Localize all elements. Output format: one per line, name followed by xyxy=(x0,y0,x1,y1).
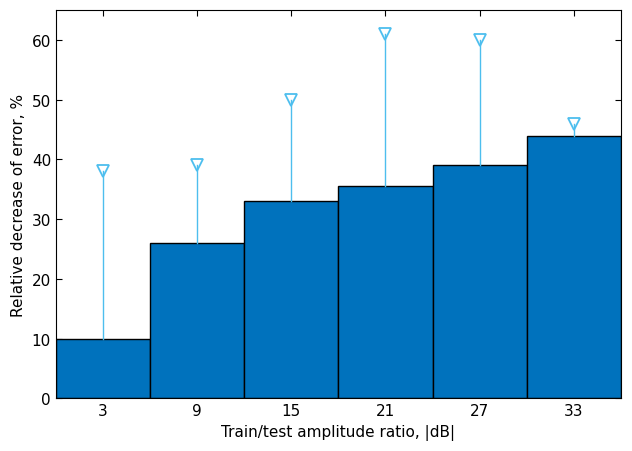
Bar xyxy=(526,136,621,399)
Bar xyxy=(150,244,244,399)
X-axis label: Train/test amplitude ratio, |dB|: Train/test amplitude ratio, |dB| xyxy=(221,424,456,440)
Bar xyxy=(432,166,526,399)
Y-axis label: Relative decrease of error, %: Relative decrease of error, % xyxy=(11,93,26,316)
Bar xyxy=(56,339,150,399)
Bar xyxy=(244,202,338,399)
Bar xyxy=(338,187,432,399)
